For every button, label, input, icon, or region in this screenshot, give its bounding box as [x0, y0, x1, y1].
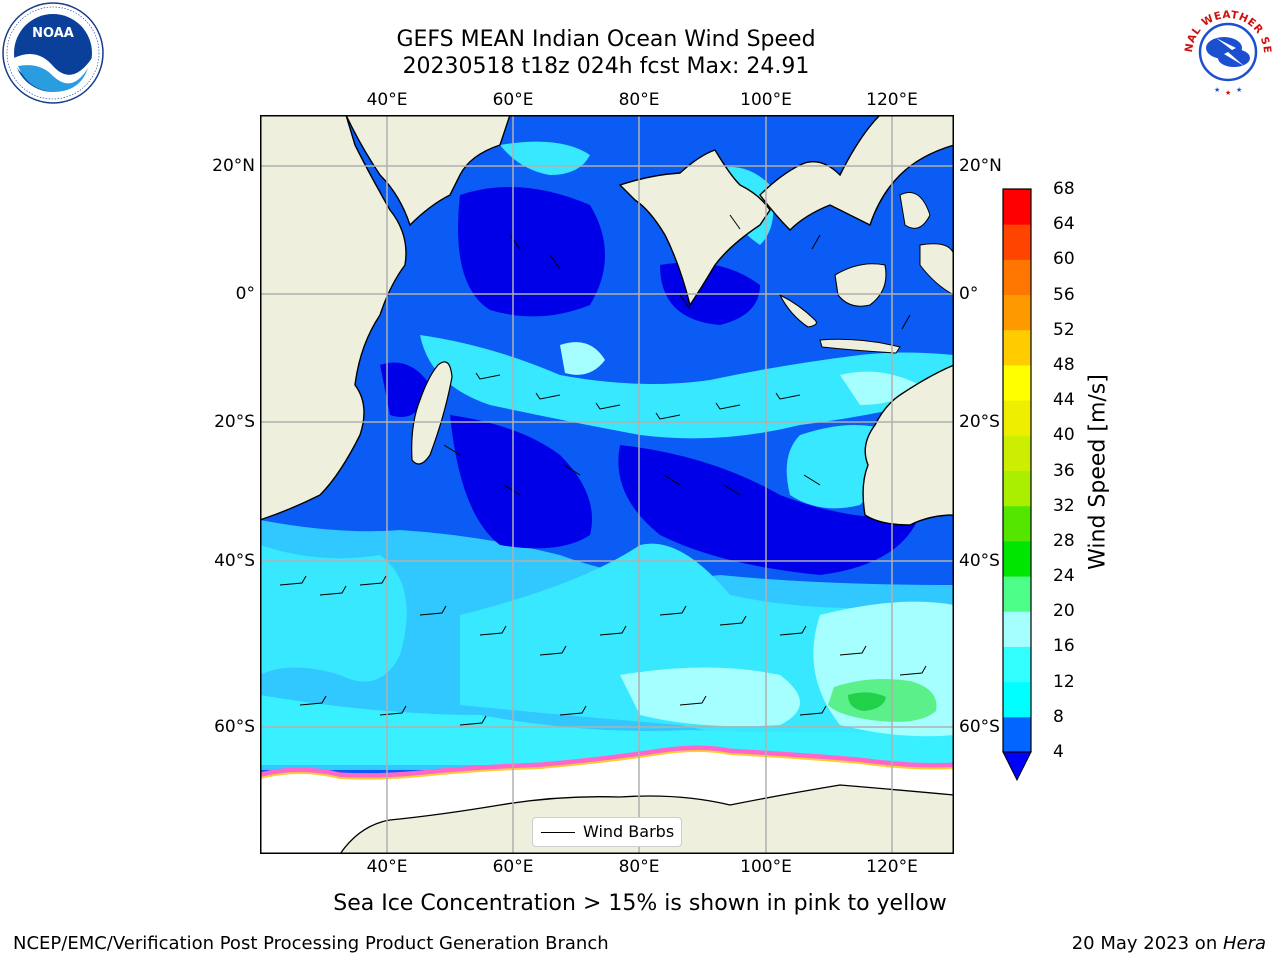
colorbar-segment	[1003, 681, 1031, 718]
lon-tick-bottom-5: 120°E	[866, 857, 918, 877]
colorbar-tick: 28	[1053, 530, 1075, 551]
lat-tick-left-5: 60°S	[214, 717, 255, 737]
map-legend: Wind Barbs	[532, 817, 682, 847]
lon-tick-top-5: 120°E	[866, 90, 918, 110]
lat-tick-right-4: 40°S	[959, 551, 1000, 571]
colorbar	[1000, 186, 1036, 786]
lat-tick-right-5: 60°S	[959, 717, 1000, 737]
colorbar-tick: 64	[1053, 214, 1075, 235]
colorbar-segment	[1003, 540, 1031, 577]
chart-title-line1: GEFS MEAN Indian Ocean Wind Speed	[396, 27, 816, 52]
colorbar-segment	[1003, 400, 1031, 436]
colorbar-tick: 20	[1053, 601, 1075, 622]
noaa-logo-text: NOAA	[32, 26, 74, 41]
footer-date-text: 20 May 2023 on	[1071, 933, 1223, 954]
lon-tick-bottom-2: 60°E	[492, 857, 534, 877]
lon-tick-top-4: 100°E	[740, 90, 792, 110]
sea-ice-note: Sea Ice Concentration > 15% is shown in …	[333, 891, 947, 916]
colorbar-label: Wind Speed [m/s]	[1085, 374, 1111, 570]
wind-barb-legend-line	[541, 832, 575, 833]
lon-tick-bottom-4: 100°E	[740, 857, 792, 877]
footer-credit: NCEP/EMC/Verification Post Processing Pr…	[13, 933, 609, 954]
chart-title-line2: 20230518 t18z 024h fcst Max: 24.91	[402, 54, 810, 79]
map-grid	[260, 115, 954, 854]
nws-logo: NATIONAL WEATHER SERVICE ★ ★ ★	[1173, 0, 1278, 102]
colorbar-tick: 24	[1053, 566, 1075, 587]
wind-barbs	[279, 214, 927, 726]
colorbar-tick: 12	[1053, 671, 1075, 692]
colorbar-tick: 40	[1053, 425, 1075, 446]
lat-tick-left-1: 20°N	[212, 156, 255, 176]
colorbar-tick: 56	[1053, 284, 1075, 305]
svg-text:★: ★	[1225, 89, 1231, 97]
colorbar-segment	[1003, 576, 1031, 612]
map-frame	[260, 115, 954, 854]
footer-host: Hera	[1222, 933, 1266, 954]
lat-tick-left-2: 0°	[235, 284, 255, 304]
lon-tick-top-2: 60°E	[492, 90, 534, 110]
colorbar-tick: 36	[1053, 460, 1075, 481]
lat-tick-right-2: 0°	[959, 284, 979, 304]
colorbar-tick: 8	[1053, 706, 1064, 727]
colorbar-segment	[1003, 505, 1031, 542]
lon-tick-top-1: 40°E	[366, 90, 408, 110]
colorbar-tick: 68	[1053, 179, 1075, 199]
colorbar-segment	[1003, 364, 1031, 401]
lat-tick-left-4: 40°S	[214, 551, 255, 571]
lat-tick-right-3: 20°S	[959, 412, 1000, 432]
lat-tick-right-1: 20°N	[959, 156, 1002, 176]
colorbar-segment	[1003, 294, 1031, 331]
colorbar-segment	[1003, 435, 1031, 471]
lat-tick-left-3: 20°S	[214, 412, 255, 432]
colorbar-segment	[1003, 224, 1031, 260]
svg-text:★: ★	[1214, 86, 1220, 94]
colorbar-tick: 52	[1053, 319, 1075, 340]
colorbar-segment	[1003, 716, 1031, 753]
colorbar-segment	[1003, 329, 1031, 366]
colorbar-segment	[1003, 611, 1031, 647]
colorbar-tick: 48	[1053, 354, 1075, 375]
colorbar-tick: 32	[1053, 495, 1075, 516]
colorbar-tick: 4	[1053, 742, 1064, 762]
colorbar-segment	[1003, 259, 1031, 296]
legend-label: Wind Barbs	[583, 822, 675, 841]
wind-speed-map	[259, 114, 955, 855]
footer-date: 20 May 2023 on Hera	[1072, 933, 1266, 955]
noaa-logo: NOAA	[2, 2, 104, 104]
lon-tick-top-3: 80°E	[618, 90, 660, 110]
colorbar-segment	[1003, 189, 1031, 225]
svg-text:★: ★	[1236, 86, 1242, 94]
lon-tick-bottom-1: 40°E	[366, 857, 408, 877]
colorbar-tick: 60	[1053, 249, 1075, 270]
colorbar-tick: 16	[1053, 636, 1075, 657]
colorbar-segment	[1003, 646, 1031, 683]
colorbar-tick: 44	[1053, 390, 1075, 411]
colorbar-segment	[1003, 470, 1031, 507]
lon-tick-bottom-3: 80°E	[618, 857, 660, 877]
